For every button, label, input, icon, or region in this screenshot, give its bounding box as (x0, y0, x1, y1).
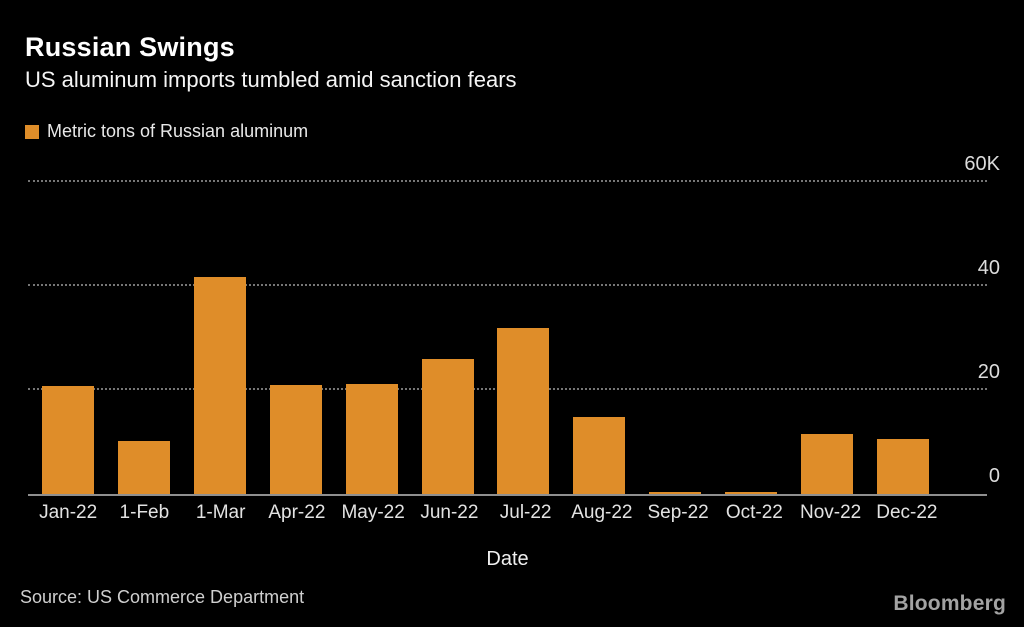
y-tick-label-40: 40 (977, 257, 1000, 280)
bars-row (30, 164, 941, 494)
bar-Nov-22 (801, 434, 854, 494)
chart-subtitle: US aluminum imports tumbled amid sanctio… (25, 67, 517, 92)
bar-Jan-22 (41, 385, 94, 494)
plot-area (28, 164, 987, 496)
bar-1-Feb (117, 441, 170, 494)
y-tick-label-0: 0 (988, 465, 1000, 487)
bar-cell-Jan-22 (30, 164, 106, 494)
bar-Apr-22 (269, 384, 322, 494)
x-tick-label-Nov-22: Nov-22 (800, 502, 862, 523)
bar-Sep-22 (649, 491, 702, 494)
bar-cell-Nov-22 (789, 164, 865, 494)
bloomberg-logo: Bloomberg (893, 592, 1006, 615)
bar-Oct-22 (725, 491, 778, 494)
legend: Metric tons of Russian aluminum (25, 121, 308, 142)
bar-1-Mar (193, 277, 246, 494)
y-tick-label-20: 20 (977, 361, 1000, 384)
gridline-40 (28, 284, 987, 287)
x-tick-label-Jan-22: Jan-22 (39, 502, 98, 523)
x-tick-label-1-Feb: 1-Feb (119, 502, 170, 523)
bar-cell-Jun-22 (410, 164, 486, 494)
x-tick-label-1-Mar: 1-Mar (195, 502, 246, 523)
bar-Dec-22 (877, 438, 930, 494)
bar-May-22 (345, 384, 398, 494)
source-note: Source: US Commerce Department (20, 587, 305, 607)
x-tick-label-Jun-22: Jun-22 (420, 502, 479, 523)
bar-cell-1-Mar (182, 164, 258, 494)
bar-Jul-22 (497, 328, 550, 494)
bar-cell-May-22 (334, 164, 410, 494)
bar-chart: 0 20 40 60K (0, 154, 1024, 496)
x-axis-labels: Jan-22 1-Feb 1-Mar Apr-22 May-22 Jun-22 Jul-22… (30, 502, 945, 524)
x-tick-label-Oct-22: Oct-22 (725, 502, 783, 523)
bar-cell-Oct-22 (713, 164, 789, 494)
bar-cell-Jul-22 (486, 164, 562, 494)
y-tick-label-60K: 60K (964, 153, 1000, 176)
x-tick-label-Dec-22: Dec-22 (876, 502, 938, 523)
x-tick-label-Aug-22: Aug-22 (571, 502, 633, 523)
bar-Aug-22 (573, 417, 626, 494)
x-tick-label-Sep-22: Sep-22 (647, 502, 709, 523)
x-tick-label-May-22: May-22 (341, 502, 405, 523)
legend-label: Metric tons of Russian aluminum (47, 121, 309, 141)
bar-cell-Dec-22 (865, 164, 941, 494)
x-tick-label-Jul-22: Jul-22 (499, 502, 552, 523)
gridline-60K (28, 180, 987, 183)
bar-cell-1-Feb (106, 164, 182, 494)
chart-title: Russian Swings (25, 32, 235, 62)
legend-swatch-icon (25, 124, 39, 139)
bar-Jun-22 (421, 358, 474, 494)
bar-cell-Aug-22 (561, 164, 637, 494)
bar-cell-Sep-22 (637, 164, 713, 494)
bar-cell-Apr-22 (258, 164, 334, 494)
x-tick-label-Apr-22: Apr-22 (268, 502, 326, 523)
x-axis-title: Date (486, 548, 529, 570)
